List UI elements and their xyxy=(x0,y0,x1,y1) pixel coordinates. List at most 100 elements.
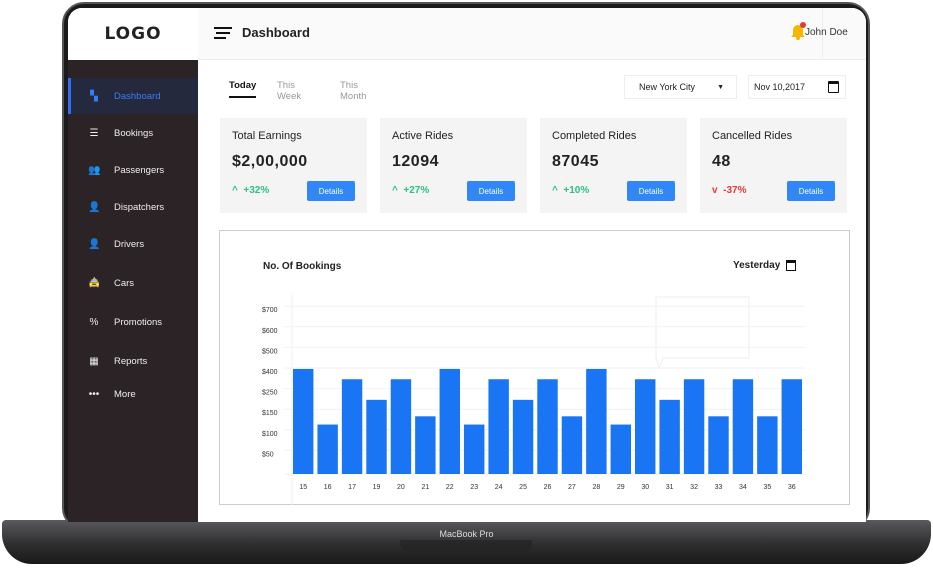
caret-down-icon: ▼ xyxy=(717,83,724,91)
details-button[interactable]: Details xyxy=(627,181,675,201)
x-tick-label: 29 xyxy=(617,484,625,491)
y-tick-label: $100 xyxy=(262,431,278,438)
sidebar-item-cars[interactable]: 🚖 Cars xyxy=(68,265,198,301)
y-tick-label: $400 xyxy=(262,369,278,376)
calendar-icon xyxy=(786,260,797,271)
stat-title: Active Rides xyxy=(392,130,454,142)
menu-icon[interactable] xyxy=(214,27,232,39)
x-tick-label: 35 xyxy=(763,484,771,491)
tooltip-outline xyxy=(655,296,750,370)
sidebar-item-reports[interactable]: ▦ Reports xyxy=(68,343,198,379)
bar-15[interactable] xyxy=(293,368,314,474)
x-tick-label: 20 xyxy=(397,484,405,491)
sidebar-item-more[interactable]: ••• More xyxy=(68,376,198,412)
sidebar-item-label: Bookings xyxy=(114,127,154,139)
chart-period-select[interactable]: Yesterday xyxy=(733,260,797,271)
y-tick-label: $500 xyxy=(262,348,278,355)
bar-33[interactable] xyxy=(708,416,729,474)
sidebar: ▚ Dashboard ☰ Bookings 👥 Passengers 👤 Dispatche… xyxy=(68,60,198,522)
bar-20[interactable] xyxy=(390,379,412,474)
sidebar-item-promotions[interactable]: % Promotions xyxy=(68,304,198,340)
sidebar-item-label: Reports xyxy=(114,355,148,367)
stat-change: ^ +27% xyxy=(392,185,429,196)
sidebar-item-dispatchers[interactable]: 👤 Dispatchers xyxy=(68,189,198,225)
sidebar-item-label: Drivers xyxy=(114,238,145,250)
dashboard-icon: ▚ xyxy=(90,90,98,102)
percent-icon: % xyxy=(89,316,99,328)
driver-icon: 👤 xyxy=(88,238,101,250)
list-icon: ☰ xyxy=(89,127,99,139)
date-picker[interactable]: Nov 10,2017 xyxy=(748,75,846,99)
stat-card: Cancelled Rides 48 v -37% Details xyxy=(700,118,847,213)
x-tick-label: 19 xyxy=(373,484,381,491)
page-title: Dashboard xyxy=(242,25,310,40)
bar-30[interactable] xyxy=(635,379,656,474)
details-button[interactable]: Details xyxy=(307,181,355,201)
sidebar-item-drivers[interactable]: 👤 Drivers xyxy=(68,226,198,262)
header: Dashboard John Doe xyxy=(198,8,866,60)
x-tick-label: 23 xyxy=(470,484,478,491)
calendar-icon[interactable] xyxy=(828,81,839,93)
sidebar-item-passengers[interactable]: 👥 Passengers xyxy=(68,152,198,188)
tab-this-month[interactable]: This Month xyxy=(340,80,367,102)
chevron-up-icon: ^ xyxy=(232,185,238,196)
x-tick-label: 36 xyxy=(788,484,796,491)
city-select[interactable]: New York City ▼ xyxy=(624,75,737,99)
bar-17[interactable] xyxy=(341,379,363,474)
stat-change-value: -37% xyxy=(723,185,747,196)
bar-16[interactable] xyxy=(317,424,338,474)
sidebar-item-label: Promotions xyxy=(114,316,163,328)
bar-21[interactable] xyxy=(415,416,436,474)
users-icon: 👥 xyxy=(88,164,101,176)
stat-title: Total Earnings xyxy=(232,130,302,142)
bar-27[interactable] xyxy=(561,416,583,474)
x-tick-label: 25 xyxy=(519,484,527,491)
details-button[interactable]: Details xyxy=(787,181,835,201)
y-tick-label: $50 xyxy=(262,451,274,458)
bar-24[interactable] xyxy=(488,379,509,474)
sidebar-item-bookings[interactable]: ☰ Bookings xyxy=(68,115,198,151)
sidebar-item-dashboard[interactable]: ▚ Dashboard xyxy=(68,78,198,114)
x-tick-label: 21 xyxy=(421,484,429,491)
stat-card: Active Rides 12094 ^ +27% Details xyxy=(380,118,527,213)
bar-28[interactable] xyxy=(586,368,607,474)
tab-today[interactable]: Today xyxy=(229,80,257,98)
y-tick-label: $250 xyxy=(262,390,278,397)
chevron-up-icon: ^ xyxy=(392,185,398,196)
bar-22[interactable] xyxy=(439,368,460,474)
bar-35[interactable] xyxy=(757,416,778,474)
x-tick-label: 27 xyxy=(568,484,576,491)
details-button[interactable]: Details xyxy=(467,181,515,201)
date-value: Nov 10,2017 xyxy=(754,82,806,92)
sidebar-item-label: Dispatchers xyxy=(114,201,165,213)
y-tick-label: $700 xyxy=(262,307,278,314)
bar-32[interactable] xyxy=(683,379,705,474)
bar-29[interactable] xyxy=(610,424,631,474)
user-name[interactable]: John Doe xyxy=(805,27,848,38)
chart-plot: $700 $600 $500 $400 $250 $150 $100 $50 15 16 17 19 2… xyxy=(262,293,805,506)
logo[interactable]: LOGO xyxy=(68,8,198,60)
bar-31[interactable] xyxy=(659,399,680,474)
device-label: MacBook Pro xyxy=(439,529,494,539)
screen: LOGO Dashboard John Doe ▚ Dashboard ☰ Booki… xyxy=(68,8,866,522)
x-tick-label: 15 xyxy=(299,484,307,491)
bar-34[interactable] xyxy=(732,379,754,474)
sidebar-item-label: Dashboard xyxy=(114,90,161,102)
stat-change: v -37% xyxy=(712,185,746,196)
tab-this-week[interactable]: This Week xyxy=(277,80,302,102)
sidebar-item-label: More xyxy=(114,388,136,400)
bar-23[interactable] xyxy=(464,424,485,474)
stat-change: ^ +32% xyxy=(232,185,269,196)
more-icon: ••• xyxy=(88,388,100,400)
bar-36[interactable] xyxy=(781,379,802,474)
bar-25[interactable] xyxy=(512,399,534,474)
bar-26[interactable] xyxy=(537,379,558,474)
bell-icon[interactable] xyxy=(790,22,806,40)
x-tick-label: 34 xyxy=(739,484,747,491)
stat-card: Completed Rides 87045 ^ +10% Details xyxy=(540,118,687,213)
x-tick-label: 30 xyxy=(641,484,649,491)
bookings-chart: No. Of Bookings Yesterday $700 $600 $500 $4… xyxy=(219,230,850,506)
stat-change: ^ +10% xyxy=(552,185,589,196)
stat-title: Completed Rides xyxy=(552,130,637,142)
bar-19[interactable] xyxy=(366,399,387,474)
